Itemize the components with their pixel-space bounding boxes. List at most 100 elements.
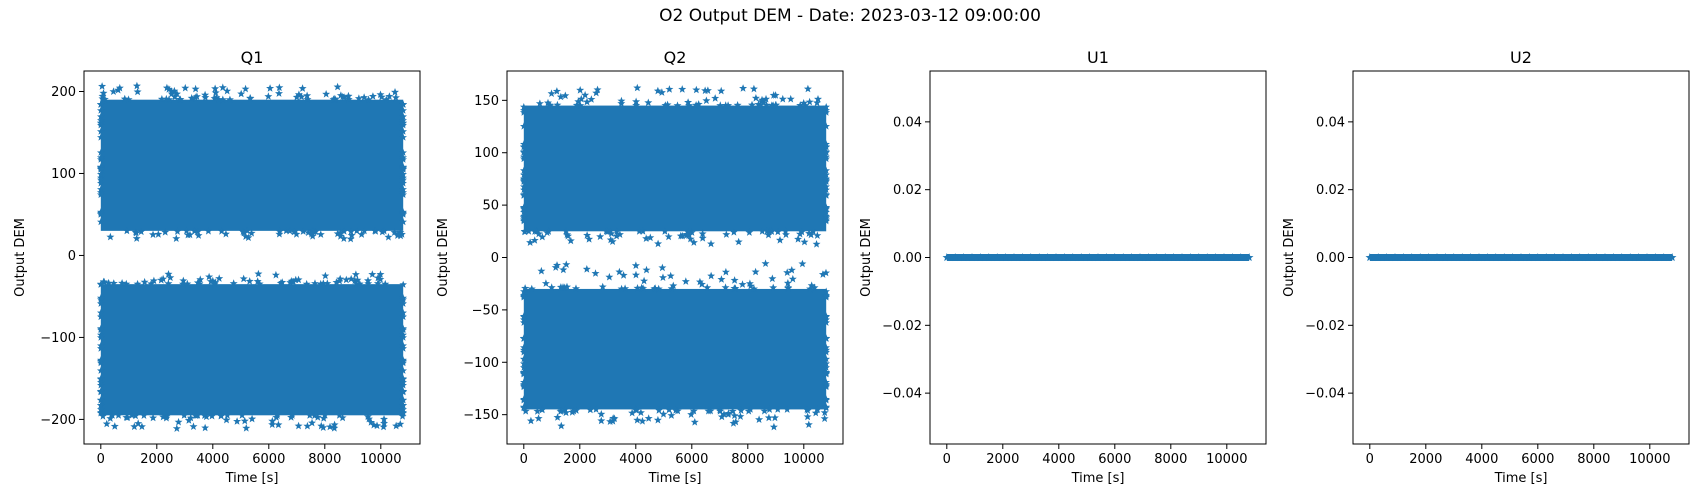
data-point	[316, 279, 325, 288]
data-point	[303, 91, 312, 99]
data-point	[399, 294, 407, 302]
data-point	[520, 208, 528, 216]
data-point	[196, 275, 205, 283]
data-point	[368, 270, 377, 278]
data-point	[761, 259, 770, 267]
data-point	[959, 253, 968, 262]
data-point	[520, 103, 528, 111]
data-point	[298, 84, 307, 92]
data-point	[319, 423, 328, 431]
data-point	[822, 369, 830, 377]
data-point	[108, 411, 117, 419]
y-tick-label: −0.02	[882, 319, 922, 334]
data-point	[520, 205, 528, 213]
data-point	[784, 284, 793, 292]
data-point	[399, 308, 407, 317]
data-point	[380, 419, 389, 427]
data-point	[115, 83, 124, 92]
data-point	[382, 95, 391, 104]
data-point	[1068, 253, 1078, 262]
data-point	[182, 226, 191, 235]
data-point	[399, 133, 407, 141]
data-point	[628, 408, 637, 417]
data-point	[796, 101, 805, 109]
data-point	[950, 253, 960, 262]
data-point	[799, 99, 808, 107]
data-point	[1093, 253, 1103, 262]
data-point	[707, 271, 716, 280]
data-point	[520, 142, 528, 150]
data-point	[1449, 253, 1459, 262]
data-point	[137, 422, 146, 430]
data-point	[520, 363, 528, 371]
data-point	[399, 405, 407, 413]
data-point	[294, 421, 303, 430]
data-point	[788, 274, 797, 283]
data-point	[211, 88, 220, 97]
data-point	[822, 185, 830, 194]
data-point	[303, 95, 312, 103]
data-point	[755, 415, 764, 423]
data-point	[364, 276, 372, 285]
data-point	[544, 98, 552, 107]
data-point	[305, 411, 314, 419]
data-point	[520, 318, 528, 326]
data-point	[646, 233, 655, 242]
data-point	[724, 410, 733, 418]
data-point	[707, 239, 715, 248]
data-point	[667, 284, 676, 293]
data-point	[822, 359, 830, 367]
data-point	[1118, 253, 1128, 262]
data-point	[244, 233, 253, 242]
data-point	[399, 378, 407, 386]
data-point	[363, 412, 372, 421]
data-point	[1127, 253, 1136, 262]
data-point	[206, 277, 215, 285]
subplot-q2: 0 2000 4000 6000 8000 10000 −150 −100 −50 0 50 100 1…	[436, 48, 844, 486]
data-point	[798, 259, 807, 268]
data-point	[174, 417, 183, 426]
data-point	[218, 95, 227, 104]
data-point	[354, 94, 363, 102]
data-point	[521, 284, 530, 292]
data-point	[241, 84, 250, 93]
data-point	[162, 94, 171, 103]
data-point	[297, 92, 306, 101]
data-point	[97, 209, 105, 217]
data-point	[632, 97, 641, 106]
data-point	[360, 93, 369, 101]
data-point	[783, 405, 792, 413]
data-point	[97, 312, 105, 321]
data-point	[820, 414, 829, 423]
data-point	[697, 280, 706, 288]
data-point	[574, 97, 583, 106]
data-point	[689, 238, 698, 246]
data-marks	[942, 253, 1254, 262]
data-point	[534, 229, 543, 238]
data-point	[520, 170, 528, 179]
data-point	[97, 170, 105, 178]
data-point	[162, 413, 171, 422]
data-point	[321, 271, 330, 280]
data-point	[638, 227, 647, 235]
data-point	[253, 277, 262, 285]
data-point	[176, 95, 185, 103]
data-point	[97, 165, 105, 173]
data-point	[562, 408, 570, 417]
data-point	[97, 119, 105, 127]
data-point	[822, 355, 830, 363]
data-point	[399, 217, 407, 226]
data-point	[287, 413, 296, 421]
data-point	[729, 419, 738, 427]
data-point	[730, 284, 739, 292]
data-point	[276, 279, 285, 287]
data-point	[1169, 253, 1178, 262]
data-point	[576, 101, 585, 109]
data-point	[822, 182, 830, 190]
data-point	[1575, 253, 1585, 262]
data-point	[97, 179, 105, 187]
x-tick-label: 10000	[783, 452, 824, 467]
data-point	[520, 166, 528, 174]
data-point	[520, 396, 528, 404]
x-tick-label: 10000	[1629, 452, 1670, 467]
